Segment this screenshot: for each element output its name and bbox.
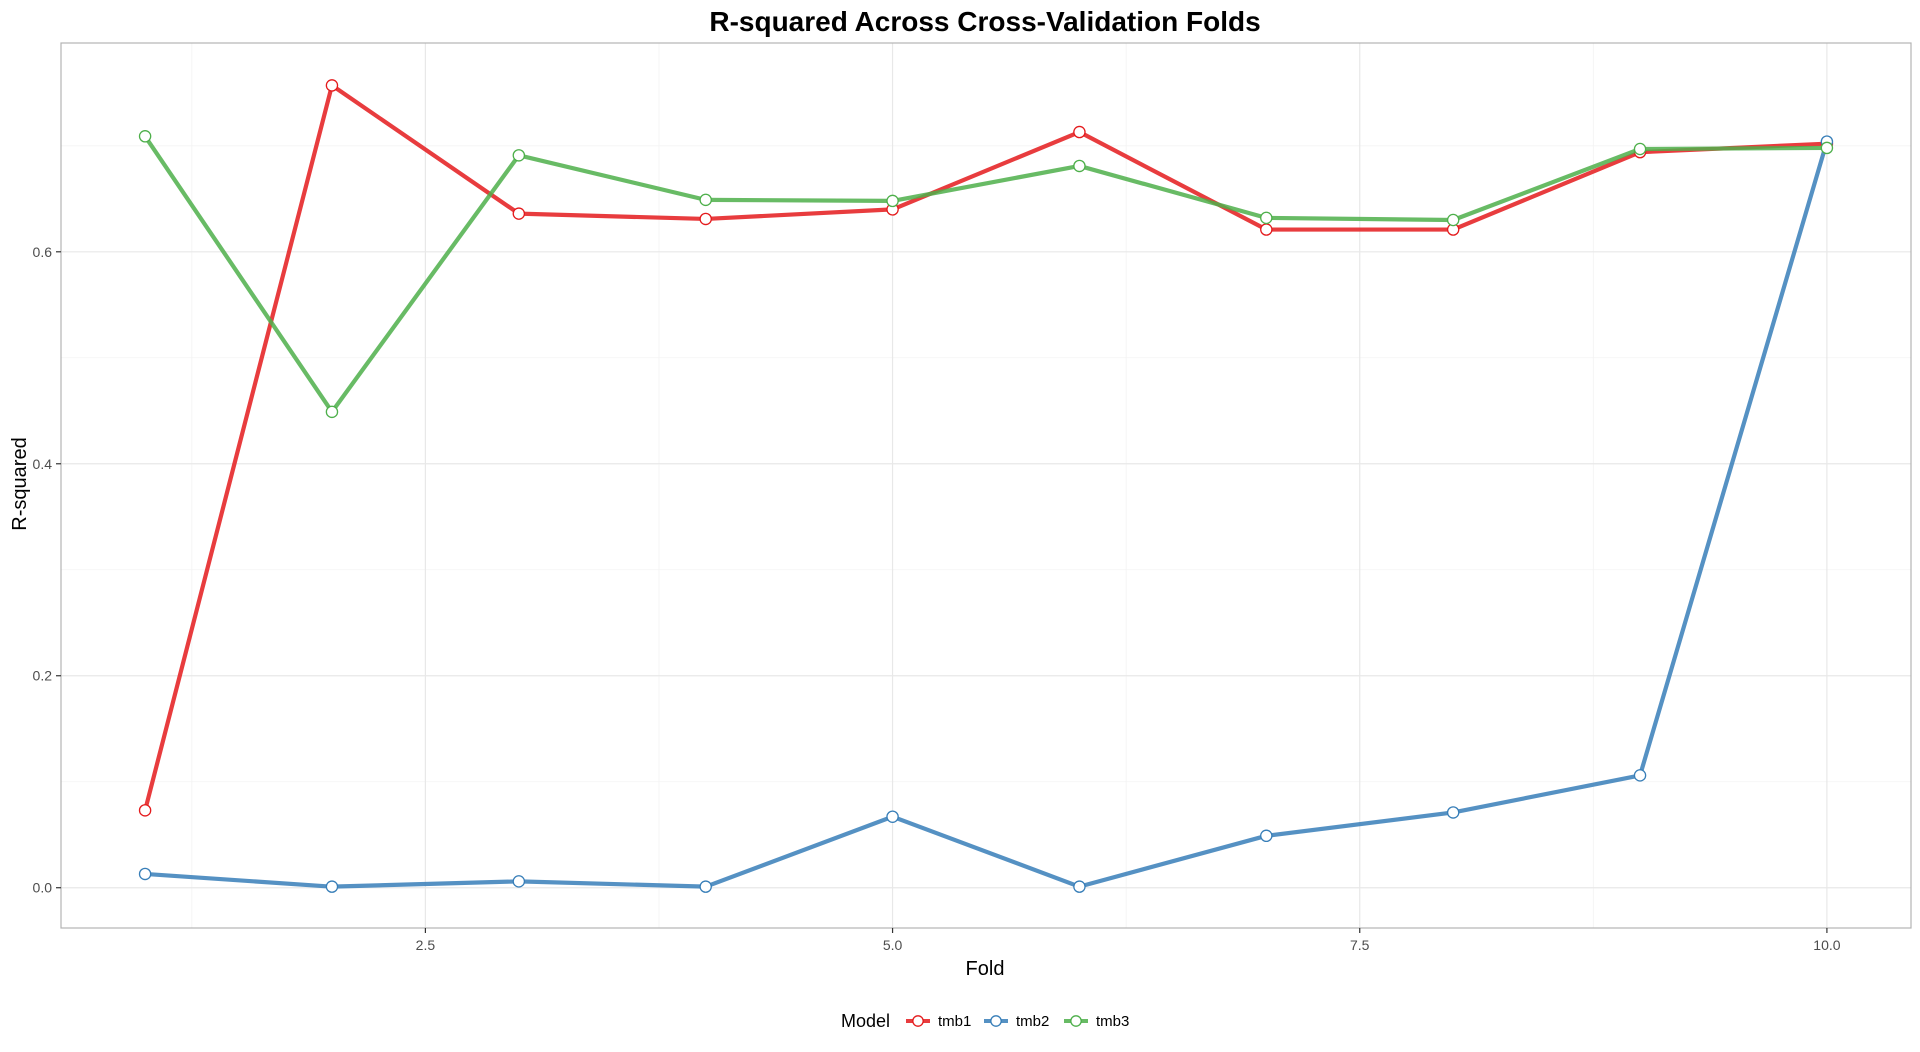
y-tick-label: 0.4 (33, 456, 53, 472)
grid-layer (61, 43, 1911, 928)
x-axis-ticks: 2.5 5.0 7.5 10.0 (416, 928, 1841, 953)
legend-label: tmb2 (1016, 1013, 1049, 1030)
data-point-tmb3 (1820, 141, 1834, 155)
legend-title: Model (841, 1011, 890, 1031)
x-tick-label: 7.5 (1350, 937, 1370, 953)
data-point-tmb3 (1260, 211, 1273, 225)
legend-item-tmb3: tmb3 (1064, 1013, 1129, 1030)
y-axis-title: R-squared (9, 437, 31, 530)
series-line-tmb3 (142, 134, 1830, 414)
series-line-tmb1 (142, 83, 1830, 813)
data-point-tmb2 (1446, 806, 1460, 819)
x-tick-label: 5.0 (883, 937, 903, 953)
data-point-tmb3 (138, 130, 152, 143)
legend-key-point (990, 1015, 1002, 1027)
series-tmb3 (138, 130, 1834, 419)
data-point-tmb2 (138, 867, 152, 881)
data-point-tmb3 (1633, 142, 1647, 156)
data-point-tmb1 (138, 804, 152, 817)
x-tick-label: 2.5 (416, 937, 436, 953)
legend-item-tmb1: tmb1 (906, 1013, 971, 1030)
data-point-tmb2 (699, 880, 712, 893)
legend-item-tmb2: tmb2 (984, 1013, 1049, 1030)
data-point-tmb2 (886, 810, 899, 823)
series-tmb1 (138, 79, 1834, 817)
data-point-tmb1 (1260, 223, 1273, 236)
legend-label: tmb3 (1096, 1013, 1129, 1030)
series-tmb2 (138, 135, 1834, 893)
data-point-tmb2 (325, 880, 339, 893)
data-point-tmb3 (699, 193, 712, 207)
data-point-tmb1 (325, 79, 339, 92)
x-tick-label: 10.0 (1813, 937, 1840, 953)
y-axis-ticks: 0.0 0.2 0.4 0.6 (33, 244, 61, 896)
data-point-tmb1 (512, 207, 526, 220)
data-point-tmb3 (886, 194, 899, 208)
legend-key-point (912, 1015, 924, 1027)
series-layer (138, 79, 1834, 893)
series-line-tmb2 (142, 139, 1830, 889)
legend: Model tmb1 tmb2 tmb3 (841, 1011, 1129, 1031)
plot-panel-border (60, 42, 1912, 929)
data-point-tmb2 (512, 875, 526, 888)
y-tick-label: 0.6 (33, 244, 53, 260)
legend-label: tmb1 (938, 1013, 971, 1030)
y-tick-label: 0.2 (33, 668, 53, 684)
data-point-tmb3 (512, 149, 526, 162)
data-point-tmb2 (1633, 769, 1647, 782)
data-point-tmb2 (1073, 880, 1086, 893)
x-axis-title: Fold (966, 958, 1005, 980)
data-point-tmb2 (1260, 829, 1273, 843)
data-point-tmb1 (699, 212, 712, 226)
legend-key-point (1070, 1015, 1082, 1027)
data-point-tmb3 (1073, 159, 1086, 173)
data-point-tmb3 (1446, 213, 1460, 227)
legend-items: tmb1 tmb2 tmb3 (906, 1013, 1129, 1030)
y-tick-label: 0.0 (33, 880, 53, 896)
chart-title: R-squared Across Cross-Validation Folds (709, 6, 1260, 37)
data-point-tmb3 (325, 405, 339, 419)
data-point-tmb1 (1073, 125, 1086, 139)
